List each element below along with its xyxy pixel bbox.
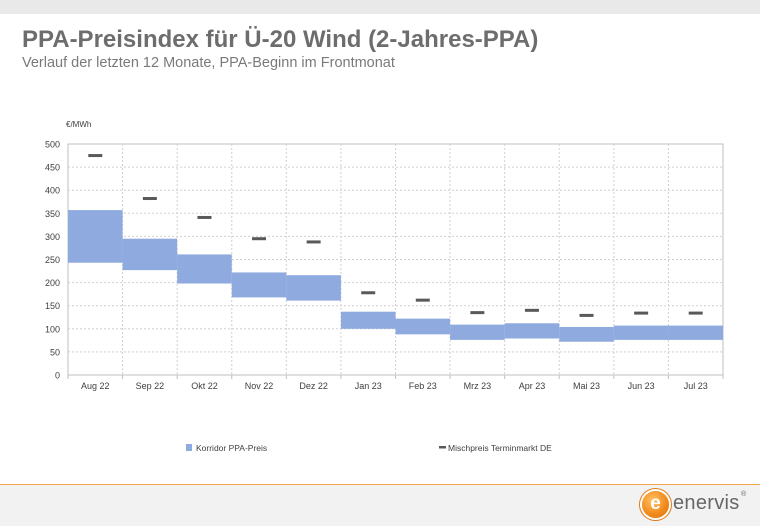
- range-bar-sep-22: [122, 238, 178, 271]
- x-tick-label-3: Nov 22: [245, 381, 274, 391]
- y-tick-label-0: 0: [55, 371, 60, 381]
- price-marker-feb-23: [415, 298, 430, 302]
- x-tick-label-2: Okt 22: [191, 381, 218, 391]
- y-tick-label-4: 200: [45, 278, 60, 288]
- price-marker-jul-23: [688, 311, 703, 315]
- y-tick-label-9: 450: [45, 163, 60, 173]
- x-tick-label-6: Feb 23: [409, 381, 437, 391]
- price-marker-mai-23: [579, 313, 594, 317]
- x-tick-label-5: Jan 23: [355, 381, 382, 391]
- footer-divider: [0, 484, 760, 485]
- range-bar-okt-22: [177, 254, 232, 284]
- chart: 0 50 100 150 200 250 300 350 400 450 500 €/MWh Aug 2…: [45, 120, 724, 453]
- y-tick-label-10: 500: [45, 140, 60, 150]
- legend-label-mischpreis: Mischpreis Terminmarkt DE: [448, 443, 552, 453]
- page-subtitle: Verlauf der letzten 12 Monate, PPA-Begin…: [22, 55, 395, 71]
- price-marker-apr-23: [524, 308, 539, 312]
- enervis-logo: e enervis ®: [640, 489, 755, 521]
- range-bar-jun-23: [613, 325, 669, 340]
- range-bar-aug-22: [68, 210, 123, 263]
- page-title: PPA-Preisindex für Ü-20 Wind (2-Jahres-P…: [22, 26, 539, 53]
- y-tick-label-2: 100: [45, 324, 60, 334]
- range-bar-jan-23: [340, 311, 396, 329]
- range-bar-feb-23: [395, 318, 451, 335]
- range-bar-mrz-23: [450, 324, 505, 340]
- x-tick-label-10: Jun 23: [628, 381, 655, 391]
- y-axis-unit: €/MWh: [66, 120, 91, 129]
- x-tick-label-11: Jul 23: [684, 381, 708, 391]
- price-marker-mrz-23: [470, 311, 485, 315]
- logo-registered-mark: ®: [741, 491, 747, 498]
- footer: [0, 485, 760, 526]
- y-tick-label-3: 150: [45, 301, 60, 311]
- top-band: [0, 0, 760, 14]
- legend-label-korridor: Korridor PPA-Preis: [196, 443, 267, 453]
- range-bar-apr-23: [504, 323, 560, 339]
- price-marker-aug-22: [88, 154, 103, 158]
- x-tick-label-7: Mrz 23: [464, 381, 492, 391]
- x-tick-label-4: Dez 22: [299, 381, 328, 391]
- x-tick-label-0: Aug 22: [81, 381, 110, 391]
- x-tick-label-1: Sep 22: [136, 381, 165, 391]
- y-tick-label-6: 300: [45, 232, 60, 242]
- legend-swatch-korridor: [186, 444, 192, 451]
- price-marker-jun-23: [634, 311, 649, 315]
- y-tick-label-7: 350: [45, 209, 60, 219]
- price-marker-nov-22: [252, 237, 267, 241]
- x-tick-label-8: Apr 23: [519, 381, 546, 391]
- logo-wordmark: enervis: [673, 492, 740, 514]
- range-bar-mai-23: [559, 326, 614, 342]
- price-marker-dez-22: [306, 240, 321, 244]
- price-marker-jan-23: [361, 291, 376, 295]
- price-marker-sep-22: [142, 197, 157, 201]
- range-bar-dez-22: [286, 275, 341, 301]
- y-tick-label-8: 400: [45, 186, 60, 196]
- price-marker-okt-22: [197, 215, 212, 219]
- range-bar-nov-22: [231, 272, 287, 298]
- legend-swatch-mischpreis: [439, 446, 446, 449]
- y-tick-label-1: 50: [50, 347, 60, 357]
- logo-mark: e: [642, 491, 669, 518]
- range-bar-jul-23: [668, 325, 723, 340]
- y-tick-label-5: 250: [45, 255, 60, 265]
- x-tick-label-9: Mai 23: [573, 381, 600, 391]
